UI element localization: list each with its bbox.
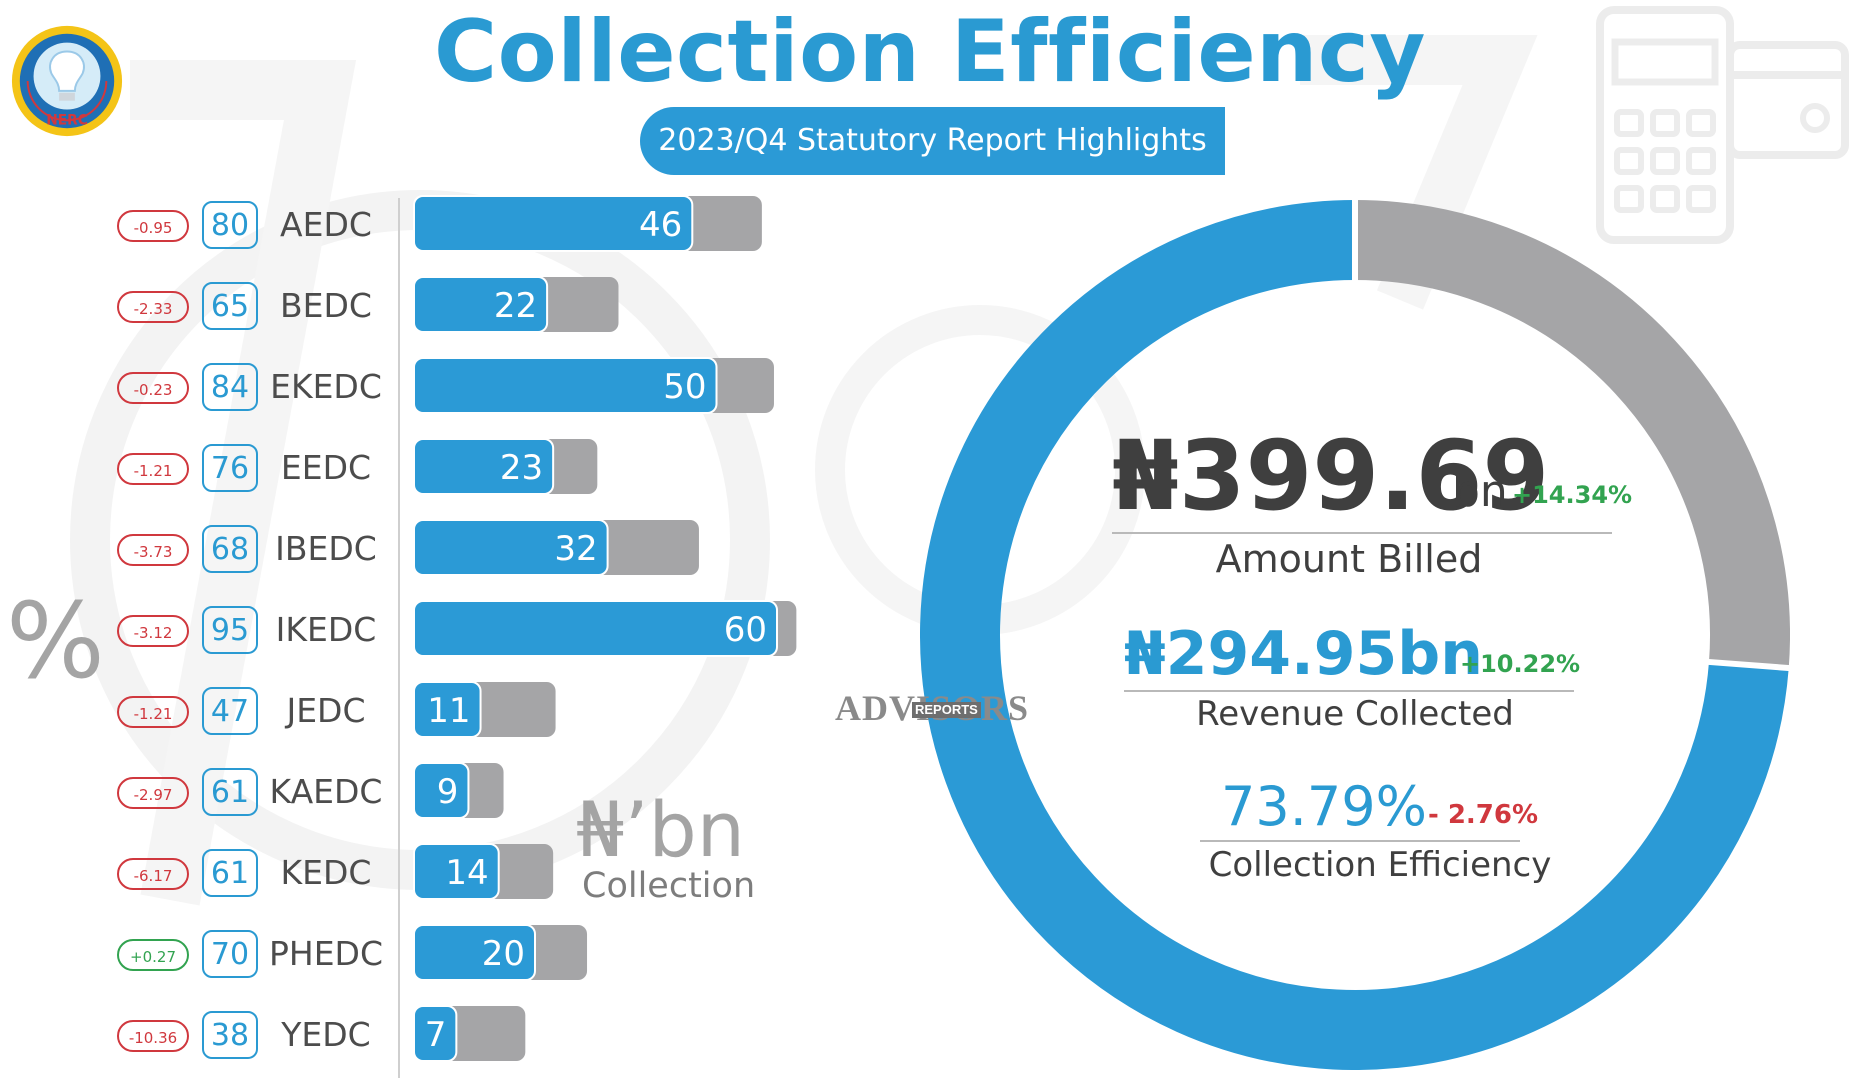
collection-efficiency-change: - 2.76%	[1428, 800, 1539, 830]
bar-unit-sublabel: Collection	[582, 866, 756, 906]
collection-efficiency-label: Collection Efficiency	[1208, 845, 1552, 885]
collection-bar-yedc	[413, 1005, 458, 1062]
logo-text: NERC	[46, 112, 88, 128]
disco-name-label: IKEDC	[275, 610, 377, 649]
collection-efficiency-divider	[1200, 840, 1520, 842]
collection-bar-aedc	[413, 195, 694, 252]
bar-unit-label: ₦’bn	[576, 785, 745, 874]
collection-value-label: 11	[427, 691, 470, 731]
ce-change-badge: -0.23	[117, 372, 189, 404]
disco-name-label: KAEDC	[269, 772, 383, 811]
disco-name-label: EKEDC	[270, 367, 382, 406]
ce-change-badge: -1.21	[117, 696, 189, 728]
collection-value-label: 7	[425, 1015, 447, 1055]
ce-change-badge: -3.73	[117, 534, 189, 566]
report-subtitle: 2023/Q4 Statutory Report Highlights	[640, 107, 1225, 175]
amount-billed-label: Amount Billed	[1215, 537, 1483, 581]
disco-name-label: KEDC	[280, 853, 372, 892]
disco-name-label: EEDC	[280, 448, 372, 487]
collection-efficiency-badge: 38	[202, 1011, 258, 1059]
collection-efficiency-badge: 70	[202, 930, 258, 978]
collection-bar-ibedc	[413, 519, 609, 576]
ce-change-badge: -1.21	[117, 453, 189, 485]
disco-name-label: YEDC	[281, 1015, 371, 1054]
collection-value-label: 46	[639, 205, 682, 245]
watermark-badge: REPORTS	[912, 702, 981, 718]
collection-bar-ikedc	[413, 600, 778, 657]
revenue-collected-label: Revenue Collected	[1196, 694, 1514, 734]
collection-efficiency-badge: 47	[202, 687, 258, 735]
amount-billed-change: +14.34%	[1512, 481, 1633, 509]
bar-axis-line	[398, 198, 400, 1078]
collection-bar-ekedc	[413, 357, 718, 414]
disco-name-label: BEDC	[280, 286, 372, 325]
amount-billed-divider	[1112, 532, 1612, 534]
collection-donut-chart	[920, 200, 1790, 1070]
ce-change-badge: -3.12	[117, 615, 189, 647]
donut-slice-collected	[920, 200, 1789, 1070]
disco-name-label: JEDC	[286, 691, 366, 730]
revenue-collected-divider	[1124, 690, 1574, 692]
nerc-logo: NERC	[11, 25, 123, 137]
collection-efficiency-badge: 76	[202, 444, 258, 492]
collection-efficiency-badge: 80	[202, 201, 258, 249]
collection-bar-bedc	[413, 276, 549, 333]
amount-billed-unit: bn	[1452, 466, 1508, 517]
collection-value-label: 50	[663, 367, 706, 407]
collection-efficiency-badge: 95	[202, 606, 258, 654]
percent-axis-symbol: %	[6, 580, 105, 702]
collection-value-label: 14	[445, 853, 488, 893]
collection-efficiency-value: 73.79%	[1221, 775, 1427, 838]
collection-efficiency-badge: 61	[202, 849, 258, 897]
donut-separator	[1706, 658, 1790, 672]
disco-name-label: PHEDC	[268, 934, 384, 973]
ce-change-badge: -0.95	[117, 210, 189, 242]
page-title: Collection Efficiency	[434, 2, 1426, 102]
collection-value-label: 20	[482, 934, 525, 974]
revenue-collected-value: ₦294.95bn	[1124, 619, 1483, 689]
collection-value-label: 32	[554, 529, 597, 569]
revenue-collected-change: +10.22%	[1460, 650, 1581, 678]
disco-name-label: IBEDC	[275, 529, 377, 568]
amount-billed-value: ₦399.69	[1112, 420, 1550, 532]
collection-bar-jedc	[413, 681, 482, 738]
collection-bar-kedc	[413, 843, 500, 900]
disco-name-label: AEDC	[280, 205, 372, 244]
collection-efficiency-badge: 84	[202, 363, 258, 411]
collection-efficiency-badge: 65	[202, 282, 258, 330]
collection-value-label: 22	[494, 286, 537, 326]
collection-value-label: 23	[500, 448, 543, 488]
collection-value-label: 9	[437, 772, 459, 812]
calculator-icon	[1596, 6, 1849, 244]
collection-efficiency-badge: 61	[202, 768, 258, 816]
collection-efficiency-badge: 68	[202, 525, 258, 573]
ce-change-badge: +0.27	[117, 939, 189, 971]
ce-change-badge: -2.97	[117, 777, 189, 809]
collection-value-label: 60	[724, 610, 767, 650]
collection-bar-phedc	[413, 924, 536, 981]
donut-slice-remaining	[1354, 200, 1790, 669]
collection-bar-kaedc	[413, 762, 470, 819]
collection-bar-eedc	[413, 438, 555, 495]
ce-change-badge: -10.36	[117, 1020, 189, 1052]
ce-change-badge: -6.17	[117, 858, 189, 890]
ce-change-badge: -2.33	[117, 291, 189, 323]
